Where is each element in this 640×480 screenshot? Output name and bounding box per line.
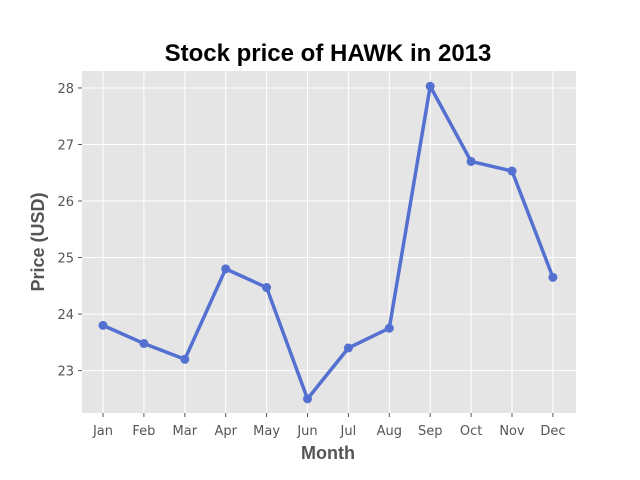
x-tick-label: Oct [460,424,482,439]
y-axis-title: Price (USD) [28,192,48,291]
y-tick-label: 27 [57,138,74,153]
y-axis-ticks: 23 24 25 26 27 28 [57,82,82,380]
y-tick-label: 25 [57,252,74,267]
x-axis-ticks: Jan Feb Mar Apr May Jun Jul Aug Sep Oct Nov Dec [92,413,565,439]
x-tick-label: Sep [418,424,443,439]
data-point [303,394,312,404]
data-point [262,283,272,293]
data-point [466,156,476,166]
x-tick-label: Feb [132,424,155,439]
x-tick-label: Apr [214,424,237,439]
data-point [343,343,353,353]
y-tick-label: 23 [57,365,74,380]
data-point [180,354,190,364]
series-line [101,84,555,401]
chart-title: Stock price of HAWK in 2013 [165,40,492,67]
data-series [98,81,558,404]
data-point [548,272,558,282]
x-tick-label: Mar [173,424,198,439]
data-point [139,338,149,348]
data-point [221,264,231,274]
x-tick-label: Jan [92,424,113,439]
y-tick-label: 24 [57,308,74,323]
y-tick-label: 26 [57,195,74,210]
plot-area [82,71,576,413]
x-tick-label: Nov [499,424,525,439]
data-point [98,320,108,330]
data-point [384,323,394,333]
x-tick-label: Jul [340,424,357,439]
x-tick-label: Jun [296,424,317,439]
x-tick-label: Aug [377,424,402,439]
x-axis-title: Month [301,443,355,463]
y-tick-label: 28 [57,82,74,97]
x-tick-label: Dec [540,424,565,439]
x-tick-label: May [253,424,280,439]
data-point [507,166,517,176]
data-point [425,81,435,91]
